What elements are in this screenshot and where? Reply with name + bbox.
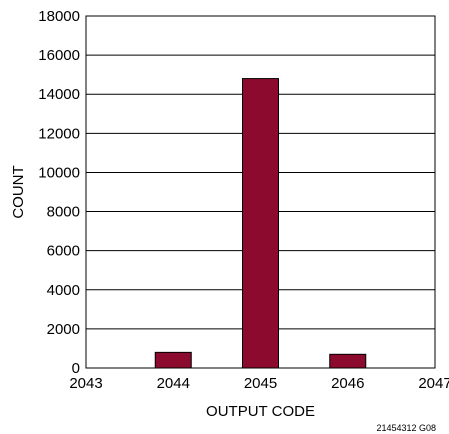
- y-axis-title: COUNT: [10, 165, 27, 218]
- x-tick-labels: 2043 2044 2045 2046 2047: [69, 375, 449, 392]
- y-tick-label: 0: [72, 360, 80, 377]
- x-tick-label: 2043: [69, 375, 102, 392]
- x-tick-label: 2044: [157, 375, 190, 392]
- bar: [242, 78, 279, 369]
- x-tick-label: 2046: [331, 375, 364, 392]
- y-tick-label: 12000: [38, 125, 80, 142]
- y-tick-label: 16000: [38, 47, 80, 64]
- x-axis-title: OUTPUT CODE: [206, 403, 315, 420]
- x-tick-label: 2045: [244, 375, 277, 392]
- bars: [154, 78, 367, 369]
- plot-frame: [85, 15, 436, 369]
- bar: [329, 353, 367, 369]
- y-tick-label: 14000: [38, 86, 80, 103]
- y-tick-label: 18000: [38, 8, 80, 25]
- y-tick-label: 10000: [38, 164, 80, 181]
- figure-id: 21454312 G08: [376, 423, 436, 433]
- x-tick-label: 2047: [418, 375, 449, 392]
- y-tick-labels: 0 2000 4000 6000 8000 10000 12000 14000 16000 180…: [38, 8, 80, 377]
- y-tick-label: 8000: [47, 204, 80, 221]
- y-tick-label: 2000: [47, 321, 80, 338]
- y-tick-label: 4000: [47, 282, 80, 299]
- bar: [154, 351, 192, 369]
- y-tick-label: 6000: [47, 243, 80, 260]
